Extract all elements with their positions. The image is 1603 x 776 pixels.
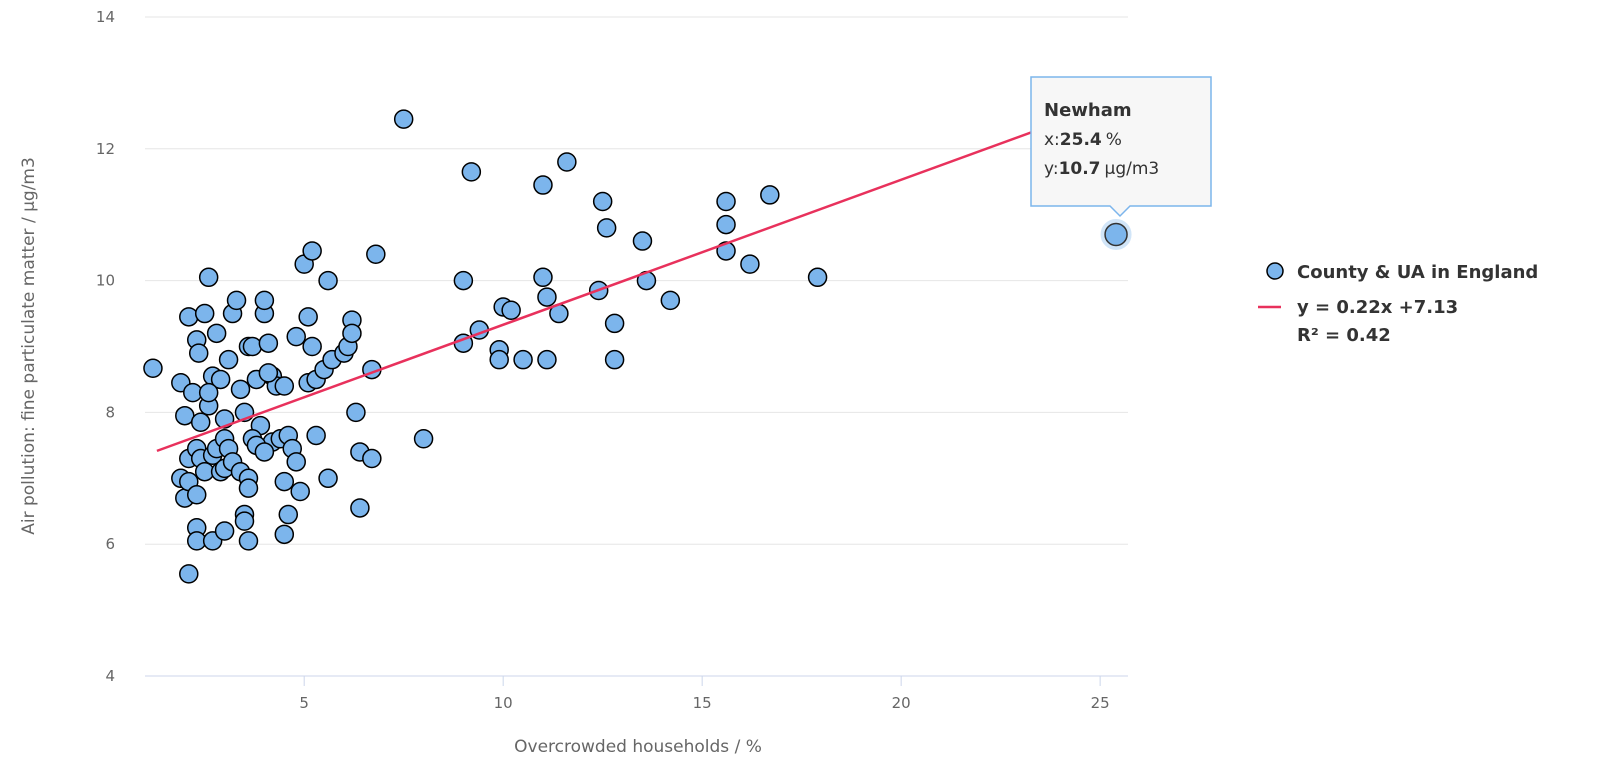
data-point-108 — [558, 153, 576, 171]
highlighted-point-layer — [1103, 221, 1129, 247]
tooltip-x-value: 25.4 — [1060, 130, 1102, 150]
data-point-35 — [287, 453, 305, 471]
data-point-9 — [200, 268, 218, 286]
trend-line — [157, 107, 1100, 451]
y-tick-label-6: 6 — [105, 535, 115, 553]
legend-series-marker — [1267, 263, 1283, 279]
data-point-122 — [809, 268, 827, 286]
data-point-37 — [279, 506, 297, 524]
data-point-111 — [598, 219, 616, 237]
x-tick-label-10: 10 — [494, 694, 513, 712]
data-point-15 — [220, 351, 238, 369]
data-point-55 — [343, 324, 361, 342]
data-point-51 — [319, 469, 337, 487]
data-point-7 — [192, 413, 210, 431]
data-point-80 — [239, 479, 257, 497]
data-point-8 — [196, 305, 214, 323]
y-tick-label-12: 12 — [96, 140, 115, 158]
data-point-87 — [239, 532, 257, 550]
data-point-110 — [594, 193, 612, 211]
data-point-45 — [303, 338, 321, 356]
data-point-104 — [534, 176, 552, 194]
data-point-12 — [208, 324, 226, 342]
x-tick-label-20: 20 — [892, 694, 911, 712]
data-point-102 — [514, 351, 532, 369]
data-point-17 — [228, 291, 246, 309]
trend-line-layer — [157, 107, 1100, 451]
data-point-94 — [454, 272, 472, 290]
data-point-105 — [538, 288, 556, 306]
data-point-58 — [351, 499, 369, 517]
data-point-0 — [144, 359, 162, 377]
data-point-93 — [415, 430, 433, 448]
tooltip-y-unit: µg/m3 — [1105, 159, 1160, 179]
data-point-106 — [538, 351, 556, 369]
data-point-18 — [232, 380, 250, 398]
x-axis-title: Overcrowded households / % — [514, 737, 762, 757]
data-point-39 — [291, 482, 309, 500]
data-point-113 — [606, 314, 624, 332]
y-axis-title: Air pollution: fine particulate matter /… — [19, 157, 39, 535]
y-tick-label-4: 4 — [105, 667, 115, 685]
data-point-117 — [717, 193, 735, 211]
y-tick-label-8: 8 — [105, 403, 115, 421]
data-point-3 — [180, 308, 198, 326]
data-point-96 — [462, 163, 480, 181]
x-tick-label-5: 5 — [299, 694, 309, 712]
data-point-60 — [367, 245, 385, 263]
data-point-91 — [255, 443, 273, 461]
x-tick-label-15: 15 — [693, 694, 712, 712]
data-point-114 — [633, 232, 651, 250]
tooltip-x-line: x:25.4% — [1044, 130, 1122, 150]
data-point-50 — [307, 426, 325, 444]
tooltip-y-prefix: y: — [1044, 159, 1059, 179]
y-tick-label-10: 10 — [96, 272, 115, 290]
data-point-82 — [235, 512, 253, 530]
highlighted-point-newham — [1105, 223, 1127, 245]
data-point-70 — [200, 384, 218, 402]
data-point-43 — [303, 242, 321, 260]
legend-trend-equation[interactable]: y = 0.22x +7.13 — [1297, 297, 1458, 318]
data-point-120 — [741, 255, 759, 273]
tooltip-y-value: 10.7 — [1059, 159, 1101, 179]
legend[interactable]: County & UA in England y = 0.22x +7.13 R… — [1258, 262, 1538, 346]
data-point-101 — [502, 301, 520, 319]
data-point-6 — [190, 344, 208, 362]
data-point-30 — [259, 364, 277, 382]
y-tick-label-14: 14 — [96, 8, 115, 26]
data-point-103 — [534, 268, 552, 286]
data-point-121 — [761, 186, 779, 204]
data-point-99 — [490, 351, 508, 369]
data-points — [144, 110, 827, 583]
data-point-36 — [275, 473, 293, 491]
data-point-26 — [259, 334, 277, 352]
data-point-88 — [180, 565, 198, 583]
data-point-44 — [299, 308, 317, 326]
tooltip-x-unit: % — [1106, 130, 1122, 150]
data-point-116 — [661, 291, 679, 309]
data-point-67 — [188, 486, 206, 504]
data-point-38 — [275, 525, 293, 543]
legend-series-label[interactable]: County & UA in England — [1297, 262, 1538, 283]
data-point-86 — [216, 522, 234, 540]
data-point-61 — [363, 450, 381, 468]
tooltip: Newham x:25.4% y:10.7 µg/m3 — [1031, 77, 1211, 216]
x-tick-label-25: 25 — [1091, 694, 1110, 712]
tooltip-title: Newham — [1044, 100, 1132, 121]
legend-trend-r-squared: R² = 0.42 — [1297, 325, 1391, 346]
data-point-56 — [347, 403, 365, 421]
data-point-21 — [243, 338, 261, 356]
data-point-25 — [255, 291, 273, 309]
tooltip-x-prefix: x: — [1044, 130, 1060, 150]
data-point-48 — [319, 272, 337, 290]
data-point-29 — [275, 377, 293, 395]
data-point-40 — [287, 328, 305, 346]
data-point-92 — [395, 110, 413, 128]
data-point-118 — [717, 216, 735, 234]
data-point-112 — [606, 351, 624, 369]
